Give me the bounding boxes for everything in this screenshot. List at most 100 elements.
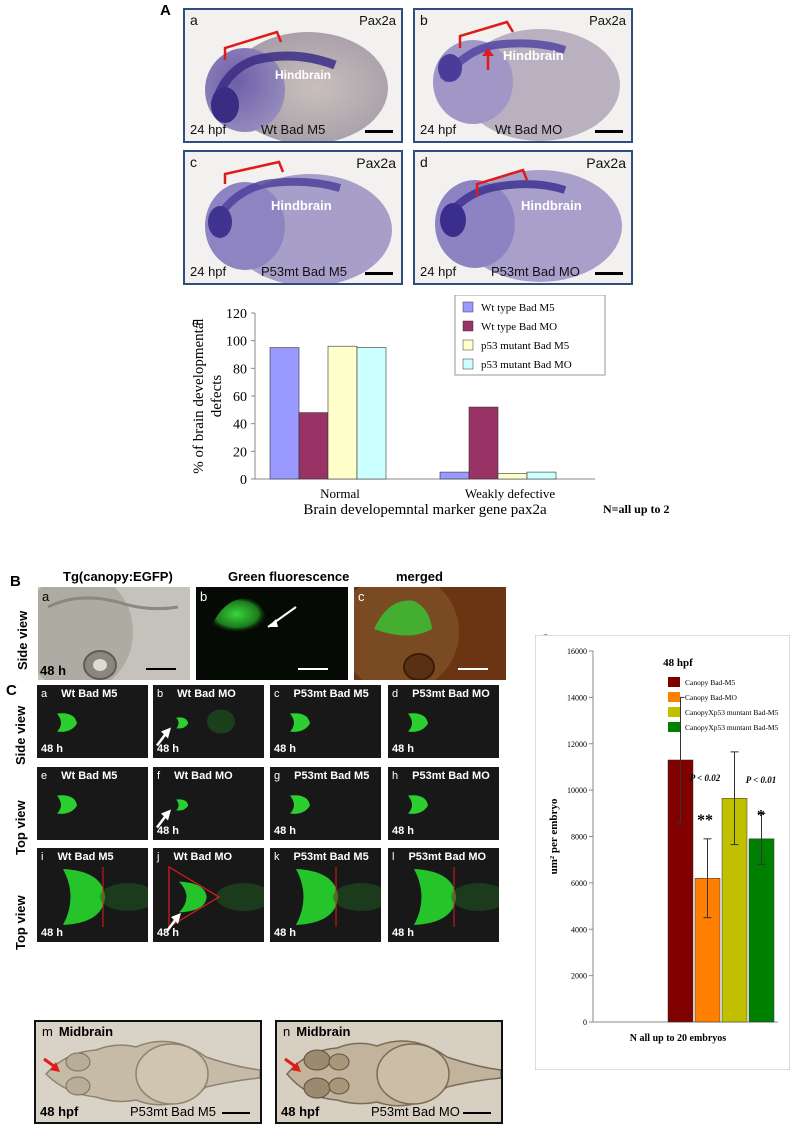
stage-label: 24 hpf — [190, 264, 227, 279]
tile-title: b Wt Bad MO — [157, 688, 236, 700]
fluorescence-tile-i: i Wt Bad M5 48 h — [37, 848, 148, 942]
legend-label: Wt type Bad M5 — [481, 302, 555, 314]
panel-letter: m — [42, 1024, 53, 1039]
tile-letter: j — [157, 851, 160, 863]
scale-bar — [463, 1112, 491, 1114]
y-tick-label: 0 — [240, 473, 247, 488]
tile-title: j Wt Bad MO — [157, 851, 232, 863]
legend-label: Wt type Bad MO — [481, 321, 557, 333]
b-title-c: merged — [396, 569, 443, 584]
bar — [526, 471, 557, 480]
bar — [748, 838, 775, 1023]
midbrain-panel-m: m Midbrain 48 hpf P53mt Bad M5 — [34, 1020, 262, 1124]
panel-letter: n — [283, 1024, 291, 1039]
tile-letter: d — [392, 688, 399, 700]
significance-marker: ** — [697, 812, 713, 829]
time-label: 48 h — [392, 743, 415, 755]
arrow-head — [161, 809, 171, 821]
fluorescence-tile-b: b Wt Bad MO 48 h — [153, 685, 264, 758]
y-tick-label: 10000 — [567, 786, 587, 795]
marker-label: Pax2a — [356, 155, 396, 171]
pax2a-panel-b: b Pax2a Hindbrain 24 hpf Wt Bad MO — [413, 8, 633, 143]
bar — [468, 406, 499, 480]
legend-swatch — [668, 677, 680, 687]
y-tick-label: 6000 — [571, 879, 587, 888]
tile-title: e Wt Bad M5 — [41, 770, 117, 782]
b-title-a: Tg(canopy:EGFP) — [63, 569, 173, 584]
y-axis-label: defects — [209, 375, 225, 418]
hindbrain-label: Hindbrain — [275, 68, 331, 82]
embryo-image — [205, 160, 392, 283]
canopy-signal — [290, 713, 310, 732]
tile-condition: Wt Bad M5 — [61, 770, 118, 782]
legend-swatch — [668, 692, 680, 702]
significance-marker: * — [757, 807, 765, 824]
scale-bar — [365, 272, 393, 275]
body-glow — [100, 883, 148, 911]
tile-condition: P53mt Bad MO — [408, 851, 487, 863]
condition-label: P53mt Bad M5 — [261, 264, 347, 279]
tile-condition: Wt Bad MO — [173, 851, 233, 863]
fluorescence-tile-d: d P53mt Bad MO 48 h — [388, 685, 499, 758]
body-glow — [216, 883, 264, 911]
y-axis-label: um² per embryo — [548, 798, 560, 874]
canopy-area-bar-chart: 0 2000 4000 6000 8000 10000 12000 14000 16000 48 … — [535, 635, 790, 1070]
legend-label: Canopy Bad-M5 — [685, 678, 735, 687]
y-tick-label: 80 — [233, 362, 247, 377]
condition-label: P53mt Bad MO — [371, 1104, 460, 1119]
embryo-image — [205, 30, 388, 141]
canopy-signal — [57, 795, 77, 814]
stage-label: 48 hpf — [40, 1104, 79, 1119]
canopy-signal — [408, 713, 428, 732]
y-tick-label: 12000 — [567, 740, 587, 749]
tile-condition: Wt Bad M5 — [57, 851, 114, 863]
y-axis-label-group: % of brain developmental defects — [191, 318, 225, 473]
bar — [327, 345, 358, 480]
canopy-fluorescence-image — [296, 867, 381, 927]
legend-swatch — [462, 358, 474, 370]
tile-letter: i — [41, 851, 44, 863]
tile-letter: e — [41, 770, 48, 782]
y-axis-label: % of brain developmental — [191, 318, 207, 473]
y-tick-label: 4000 — [571, 925, 587, 934]
canopy-signal — [408, 795, 428, 814]
scale-bar — [146, 668, 176, 670]
x-tick-label: Weakly defective — [465, 486, 555, 501]
canopy-fluorescence-image — [414, 867, 499, 927]
hindbrain-label: Hindbrain — [521, 198, 582, 213]
time-label: 48 h — [274, 825, 297, 837]
section-c-letter: C — [6, 682, 17, 699]
canopy-signal — [63, 869, 105, 925]
scale-bar — [222, 1112, 250, 1114]
time-label: 48 h — [41, 927, 64, 939]
scale-bar — [365, 130, 393, 133]
tile-letter: f — [157, 770, 161, 782]
tile-letter: c — [274, 688, 280, 700]
fluorescence-tile-j: j Wt Bad MO 48 h — [153, 848, 264, 942]
fluorescence-tile-a: a Wt Bad M5 48 h — [37, 685, 148, 758]
fluorescence-tile-l: l P53mt Bad MO 48 h — [388, 848, 499, 942]
fluorescence-image — [211, 598, 297, 633]
tile-condition: P53mt Bad MO — [412, 770, 490, 782]
panel-letter: c — [190, 154, 197, 170]
canopy-fluorescence-image — [290, 795, 310, 814]
y-tick-label: 100 — [226, 335, 247, 350]
scale-bar — [458, 668, 488, 670]
section-b-letter: B — [10, 573, 21, 590]
embryo-image — [435, 168, 622, 282]
bar — [497, 473, 528, 480]
tile-title: a Wt Bad M5 — [41, 688, 117, 700]
panel-letter: b — [420, 12, 428, 28]
fluorescence-tile-h: h P53mt Bad MO 48 h — [388, 767, 499, 840]
pax2a-panel-d: d Pax2a Hindbrain 24 hpf P53mt Bad MO — [413, 150, 633, 285]
tile-condition: P53mt Bad M5 — [294, 770, 370, 782]
stage-label: 24 hpf — [420, 264, 457, 279]
b-panel-a: a 48 h — [38, 587, 190, 680]
tile-letter: g — [274, 770, 281, 782]
y-tick-label: 20 — [233, 445, 247, 460]
time-label: 48 h — [40, 663, 67, 678]
legend-label: Canopy Bad-MO — [685, 693, 737, 702]
canopy-fluorescence-image — [166, 865, 264, 932]
row-label-side-view: Side view — [15, 610, 30, 670]
fluorescence-tile-g: g P53mt Bad M5 48 h — [270, 767, 381, 840]
